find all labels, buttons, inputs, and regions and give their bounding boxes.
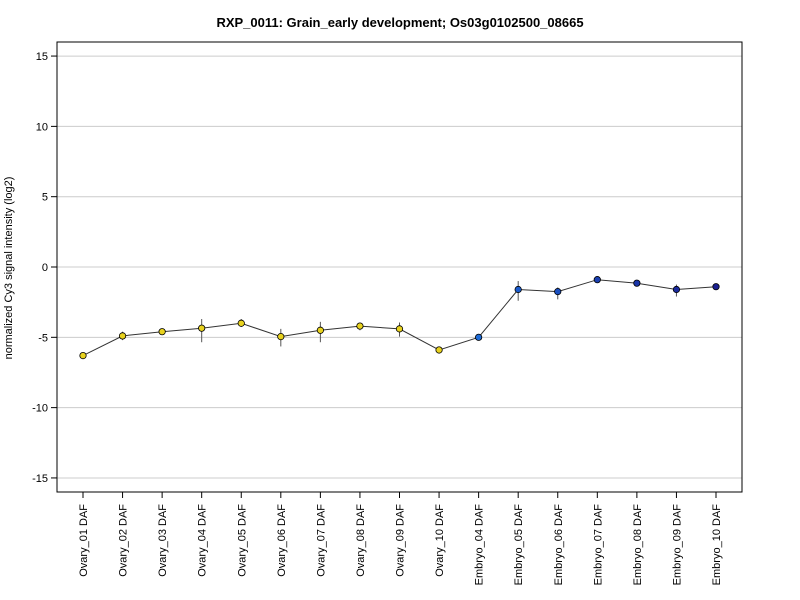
x-tick-label: Embryo_06 DAF bbox=[553, 504, 565, 586]
data-point bbox=[237, 319, 245, 327]
y-tick-label: 5 bbox=[42, 192, 48, 204]
y-tick-label: -5 bbox=[38, 332, 48, 344]
x-tick-label: Ovary_01 DAF bbox=[78, 504, 90, 577]
series-line bbox=[82, 279, 717, 357]
data-point bbox=[277, 333, 285, 341]
x-tick-label: Ovary_02 DAF bbox=[118, 504, 130, 577]
x-tick-label: Embryo_05 DAF bbox=[513, 504, 525, 586]
x-tick-label: Ovary_04 DAF bbox=[197, 504, 209, 577]
data-point bbox=[356, 322, 364, 330]
series-layer bbox=[79, 276, 720, 360]
data-point bbox=[593, 276, 601, 284]
y-tick-label: 15 bbox=[36, 51, 48, 63]
x-tick-label: Ovary_10 DAF bbox=[434, 504, 446, 577]
x-tick-label: Embryo_04 DAF bbox=[474, 504, 486, 586]
y-tick-label: 10 bbox=[36, 121, 48, 133]
y-axis-label: normalized Cy3 signal intensity (log2) bbox=[3, 177, 15, 360]
x-tick-label: Embryo_08 DAF bbox=[632, 504, 644, 586]
data-point bbox=[712, 283, 720, 291]
y-tick-label: 0 bbox=[42, 262, 48, 274]
data-point bbox=[395, 325, 404, 333]
data-point bbox=[79, 351, 87, 360]
data-point bbox=[316, 326, 324, 334]
grid-layer bbox=[57, 55, 742, 479]
data-point bbox=[672, 285, 681, 294]
x-tick-label: Ovary_05 DAF bbox=[236, 504, 248, 577]
x-tick-label: Ovary_06 DAF bbox=[276, 504, 288, 577]
x-tick-label: Embryo_07 DAF bbox=[592, 504, 604, 586]
data-point bbox=[633, 279, 641, 287]
data-point bbox=[435, 346, 443, 354]
x-tick-label: Embryo_09 DAF bbox=[671, 504, 683, 586]
x-tick-label: Ovary_07 DAF bbox=[315, 504, 327, 577]
x-tick-label: Ovary_03 DAF bbox=[157, 504, 169, 577]
data-point bbox=[118, 332, 127, 340]
x-tick-label: Ovary_09 DAF bbox=[395, 504, 407, 577]
chart-title: RXP_0011: Grain_early development; Os03g… bbox=[216, 15, 583, 30]
data-point bbox=[158, 328, 166, 336]
x-tick-label: Ovary_08 DAF bbox=[355, 504, 367, 577]
x-tick-label: Embryo_10 DAF bbox=[711, 504, 723, 586]
y-tick-label: -15 bbox=[32, 473, 48, 485]
data-point bbox=[554, 288, 562, 296]
data-point bbox=[514, 285, 522, 294]
y-tick-label: -10 bbox=[32, 403, 48, 415]
data-point bbox=[198, 324, 206, 332]
axis-layer: -15 -10 -5 0 5 10 15 Ovary_01 DAF Ovary_02 DAF Ov… bbox=[32, 41, 743, 586]
data-point bbox=[475, 333, 483, 341]
